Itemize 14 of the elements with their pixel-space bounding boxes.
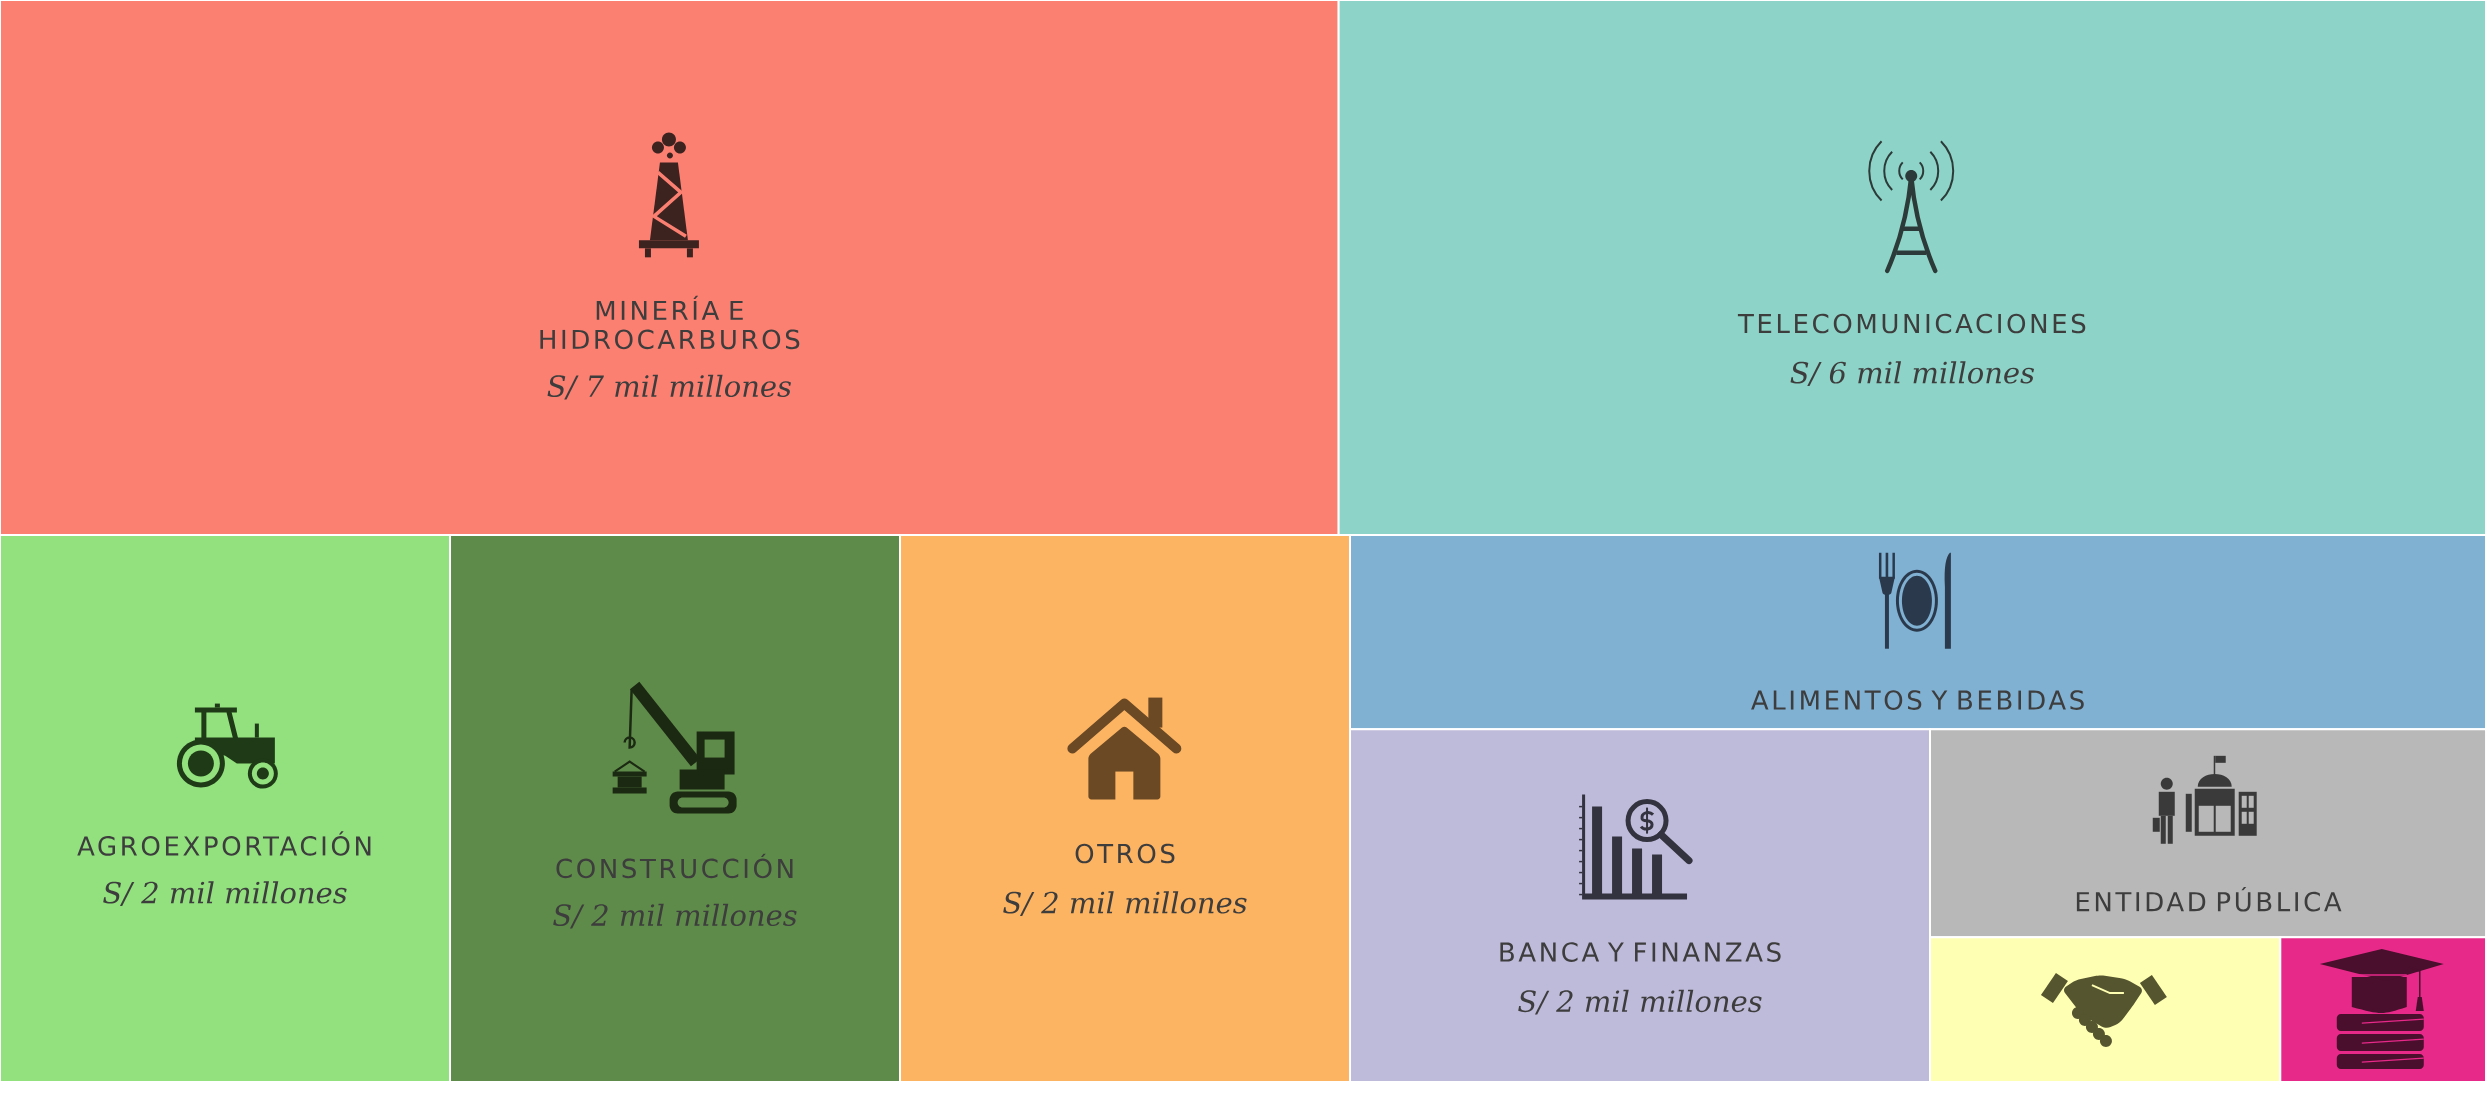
data-label: S/ 7 mil millones bbox=[547, 374, 791, 400]
category-label: OTROS bbox=[1075, 843, 1175, 864]
category-label: CONSTRUCCIÓN bbox=[556, 853, 793, 879]
data-label: S/ 2 mil millones bbox=[553, 903, 797, 929]
category-label: AGROEXPORTACIÓN bbox=[77, 831, 371, 856]
data-label: S/ 6 mil millones bbox=[1790, 361, 2034, 386]
data-label: S/ 2 mil millones bbox=[103, 881, 347, 906]
data-label: S/ 2 mil millones bbox=[1003, 891, 1247, 916]
data-label: S/ 2 mil millones bbox=[1518, 989, 1762, 1015]
category-label: ENTIDAD PÚBLICA bbox=[2076, 887, 2342, 912]
category-label: TELECOMUNICACIONES bbox=[1737, 313, 2086, 334]
category-label: MINERÍA E HIDROCARBUROS bbox=[540, 295, 800, 350]
category-label: ALIMENTOS Y BEBIDAS bbox=[1751, 690, 2084, 710]
category-label: BANCA Y FINANZAS bbox=[1500, 942, 1781, 962]
